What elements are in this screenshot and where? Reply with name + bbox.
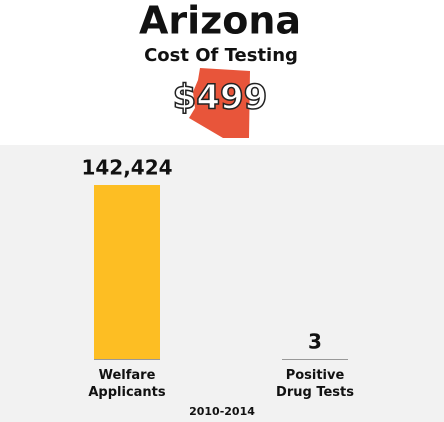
arizona-shape xyxy=(189,68,250,138)
value-label: 142,424 xyxy=(81,156,172,180)
value-label: 3 xyxy=(308,329,322,353)
category-label: Positive Drug Tests xyxy=(276,368,354,400)
chart-subtitle: Cost Of Testing xyxy=(144,45,298,66)
category-label: Welfare Applicants xyxy=(88,368,166,400)
footnote: 2010-2014 xyxy=(189,405,255,418)
chart-title: Arizona xyxy=(139,0,301,43)
bar xyxy=(94,185,160,359)
cost-label: $499 xyxy=(173,78,268,118)
chart-background xyxy=(0,145,444,422)
